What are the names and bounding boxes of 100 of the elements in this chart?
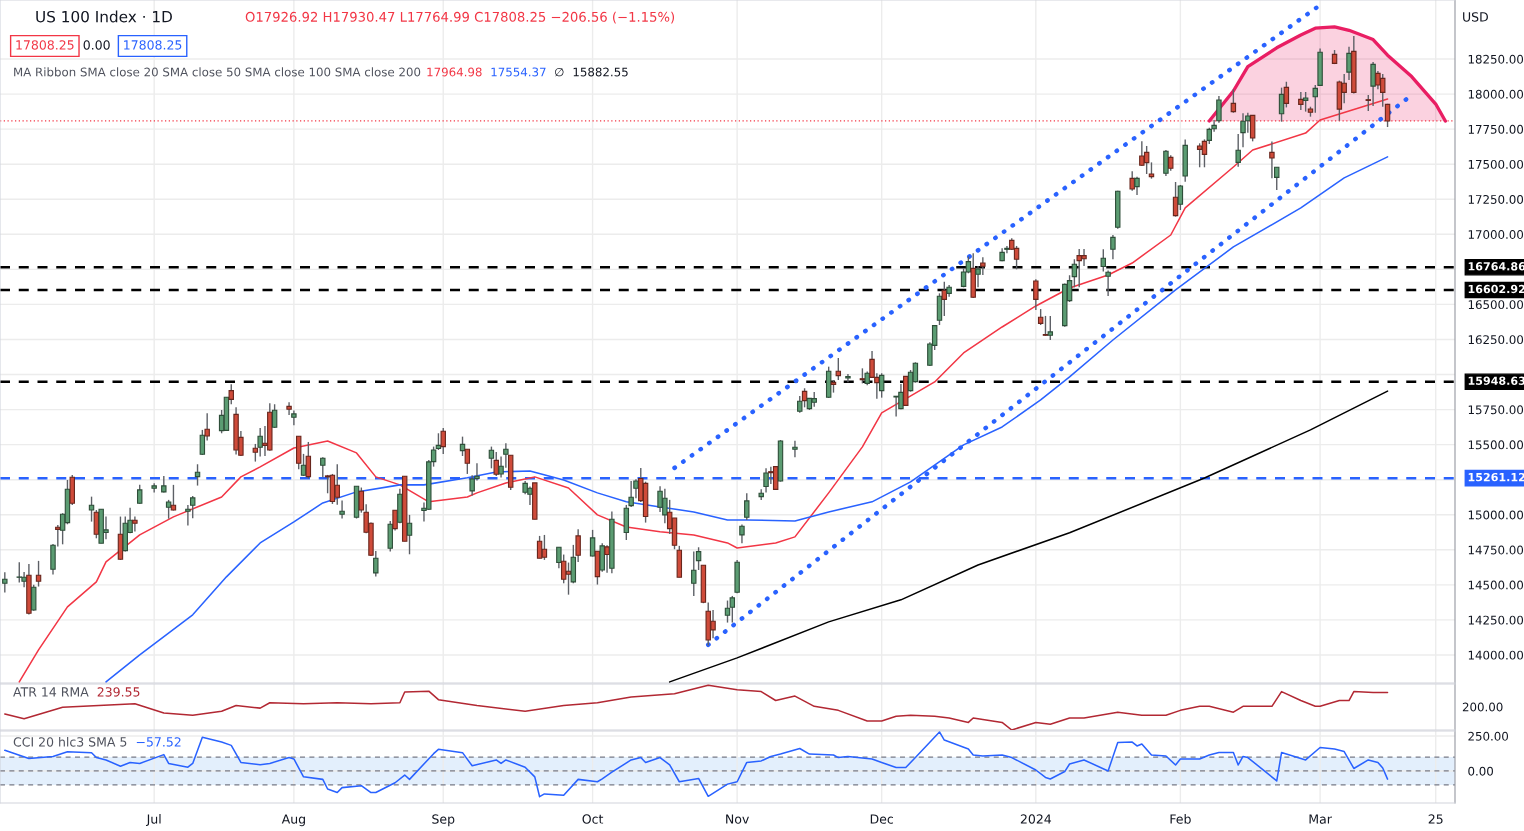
candlestick [744, 492, 750, 521]
line-series [668, 390, 1389, 683]
y-tick-label: 14250.00 [1468, 615, 1524, 625]
candlestick [165, 499, 172, 520]
annotation: 17808.25 [124, 40, 182, 50]
candlestick [801, 387, 808, 409]
candlestick [763, 467, 769, 494]
candlestick [1100, 248, 1107, 273]
candlestick [387, 520, 393, 553]
candlestick [1298, 91, 1304, 111]
candlestick [878, 372, 885, 399]
candlestick [691, 550, 697, 597]
y-tick-label: 15500.00 [1468, 440, 1524, 450]
candlestick [55, 524, 61, 548]
text: 200.00 [1462, 702, 1503, 712]
y-tick-label: 17250.00 [1468, 194, 1524, 204]
y-tick-label: 18000.00 [1468, 89, 1524, 99]
y-tick-label: 250.00 [1468, 731, 1509, 741]
ref-line-label: 15948.63 [1468, 376, 1524, 385]
candlestick [88, 495, 95, 523]
annotation: 15882.55 [573, 67, 628, 77]
y-tick-label: 15000.00 [1468, 510, 1524, 520]
y-tick-label: 14000.00 [1468, 650, 1524, 660]
x-tick-label: Nov [726, 814, 749, 824]
y-tick-label: 18250.00 [1468, 54, 1524, 64]
candlestick [1134, 175, 1140, 196]
candlestick [488, 445, 495, 470]
y-tick-label: 16500.00 [1468, 300, 1524, 310]
chart-title: ATR 14 RMA [13, 687, 89, 697]
x-tick-label: Dec [870, 814, 893, 824]
y-tick-label: 16250.00 [1468, 335, 1524, 345]
candlestick [575, 528, 581, 563]
candlestick [729, 595, 736, 624]
candlestick [1105, 269, 1111, 297]
candlestick [1129, 170, 1135, 192]
x-tick-label: 2024 [1020, 814, 1052, 824]
candlestick [406, 514, 413, 555]
candlestick [2, 571, 8, 594]
x-tick-label: Feb [1170, 814, 1191, 824]
y-tick-label: 17750.00 [1468, 124, 1524, 134]
candlestick [339, 499, 345, 520]
candlestick [204, 412, 210, 442]
candlestick [228, 383, 234, 405]
y-tick-label: 0.00 [1468, 766, 1493, 776]
text: USD [1463, 12, 1488, 22]
annotation: 239.55 [97, 687, 140, 697]
candlestick [835, 357, 842, 381]
candlestick [1172, 181, 1179, 218]
candlestick [565, 561, 572, 596]
candlestick [373, 550, 379, 578]
candlestick [132, 515, 138, 533]
chart-title: CCI 20 hlc3 SMA 5 [13, 736, 127, 747]
candlestick [257, 427, 263, 458]
candlestick [936, 292, 943, 326]
x-tick-label: 25 [1428, 814, 1443, 824]
candlestick [739, 523, 745, 544]
text: US 100 Index · 1D [36, 10, 172, 23]
annotation: MA Ribbon SMA close 20 SMA close 50 SMA close 100 SMA close 200 [14, 67, 421, 77]
candlestick [1143, 145, 1150, 175]
annotation: 17964.98 [427, 67, 482, 77]
annotation: −57.52 [136, 737, 181, 747]
candlestick [334, 463, 340, 506]
text: O17926.92 H17930.47 L17764.99 C17808.25 −206.56 (−1.15%) [245, 11, 675, 24]
candlestick [464, 448, 471, 475]
candlestick [1033, 278, 1039, 311]
candlestick [604, 544, 610, 574]
annotation: 17554.37 [491, 67, 546, 77]
candlestick [1163, 149, 1169, 177]
candlestick [1071, 258, 1078, 289]
candlestick [1269, 140, 1275, 180]
candlestick [1302, 91, 1309, 113]
x-tick-label: Jul [145, 814, 161, 827]
x-tick-label: Oct [582, 814, 604, 824]
y-tick-label: 17500.00 [1468, 159, 1524, 169]
y-tick-label: 17000.00 [1468, 230, 1524, 239]
candlestick [1201, 138, 1208, 168]
x-tick-label: Aug [281, 814, 305, 827]
candlestick [35, 560, 42, 588]
candlestick [271, 403, 278, 429]
candlestick [1230, 88, 1237, 114]
ref-line-label: 15261.12 [1468, 472, 1524, 482]
annotation: 0.00 [83, 40, 110, 50]
candlestick [300, 453, 307, 477]
candlestick [320, 456, 326, 478]
candlestick [440, 427, 446, 455]
candlestick [536, 535, 543, 559]
candlestick [305, 441, 312, 480]
x-tick-label: Mar [1309, 814, 1332, 824]
candlestick [695, 546, 702, 571]
candlestick [151, 482, 157, 494]
candlestick [1278, 86, 1285, 123]
annotation: 17808.25 [16, 40, 74, 50]
candlestick [1240, 112, 1246, 149]
candlestick [31, 584, 37, 612]
candlestick [1110, 234, 1116, 260]
y-tick-label: 14750.00 [1468, 545, 1524, 555]
candlestick [724, 599, 731, 624]
candlestick [541, 534, 548, 561]
candlestick [1249, 114, 1256, 143]
candlestick [170, 484, 177, 512]
